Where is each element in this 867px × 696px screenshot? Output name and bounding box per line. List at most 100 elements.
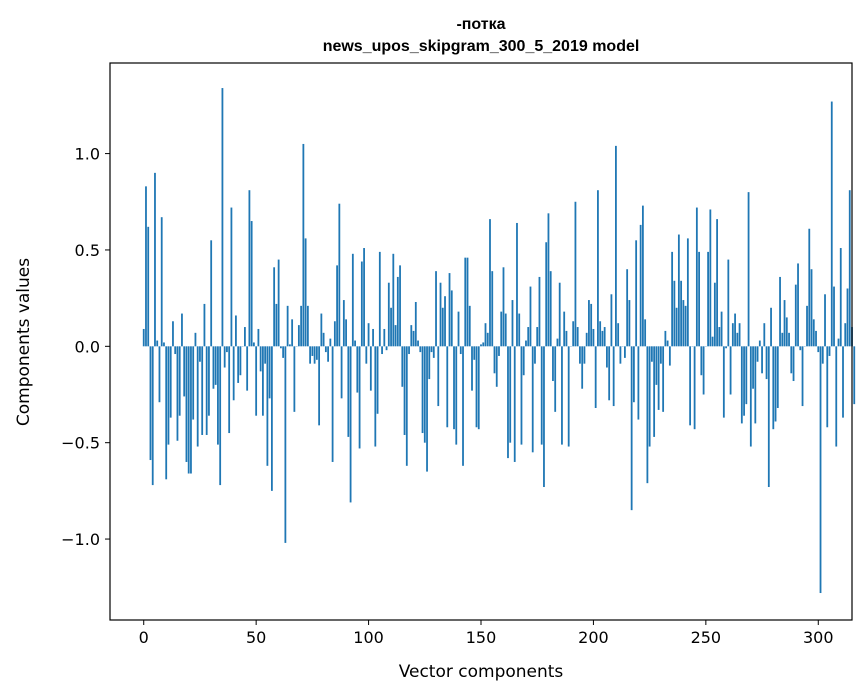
bar <box>763 323 766 347</box>
bar <box>372 328 374 347</box>
bar <box>527 327 530 347</box>
x-tick-label: 250 <box>691 628 722 647</box>
bar <box>493 346 496 374</box>
bar <box>675 307 678 347</box>
bar <box>790 346 793 374</box>
bar <box>156 340 159 347</box>
bar <box>293 346 296 412</box>
bar <box>151 346 154 486</box>
bar <box>558 282 561 347</box>
bar <box>599 321 602 347</box>
y-axis-label: Components values <box>14 258 34 426</box>
bar <box>199 346 201 362</box>
bar <box>338 203 341 347</box>
bar <box>601 330 604 347</box>
bar <box>394 325 397 347</box>
bar <box>502 267 505 347</box>
x-tick-label: 100 <box>353 628 384 647</box>
bar <box>453 346 455 430</box>
bar <box>306 305 309 347</box>
bar <box>738 323 741 347</box>
bar <box>657 346 660 410</box>
bar <box>329 338 332 347</box>
bar <box>761 346 763 374</box>
bar <box>462 346 464 466</box>
bar <box>378 251 381 347</box>
bar <box>154 172 156 347</box>
bar <box>783 300 786 347</box>
bar <box>810 269 813 347</box>
x-tick-label: 0 <box>139 628 149 647</box>
x-tick-label: 300 <box>803 628 834 647</box>
bar <box>253 342 255 347</box>
bar <box>421 346 424 434</box>
bar <box>666 340 669 347</box>
bar <box>426 346 428 472</box>
bar <box>543 346 545 488</box>
bar <box>716 219 718 347</box>
bar <box>432 346 435 358</box>
bar <box>758 340 761 347</box>
bar <box>511 300 514 347</box>
bar <box>547 213 550 347</box>
bar <box>538 276 541 347</box>
bar <box>340 346 343 399</box>
bar <box>273 267 276 347</box>
bar <box>848 190 851 347</box>
bar <box>261 346 264 416</box>
bar <box>455 346 458 445</box>
bar <box>734 313 736 347</box>
bar <box>208 346 210 416</box>
bar <box>221 88 224 347</box>
bar <box>635 240 638 347</box>
bar <box>408 346 410 355</box>
bar <box>731 323 734 347</box>
bar <box>707 251 709 347</box>
bar <box>549 271 552 347</box>
bar <box>351 253 354 347</box>
bar <box>194 332 197 347</box>
bar <box>486 332 489 347</box>
bar <box>174 346 177 355</box>
bar <box>163 342 165 347</box>
bar <box>552 346 554 382</box>
bar <box>214 346 217 385</box>
bar <box>286 305 289 347</box>
bar <box>743 346 745 416</box>
bar <box>507 346 509 459</box>
bar <box>318 346 321 426</box>
bar <box>504 313 507 347</box>
bar <box>520 346 523 445</box>
y-tick-label: 1.0 <box>75 145 100 164</box>
bar <box>799 346 802 351</box>
bar <box>653 346 656 437</box>
bars <box>142 88 856 594</box>
x-tick-label: 50 <box>246 628 266 647</box>
bar <box>650 346 653 362</box>
bar <box>581 346 584 389</box>
bar <box>630 346 633 511</box>
bar <box>828 346 831 356</box>
bar <box>590 303 593 347</box>
bar <box>167 346 170 445</box>
bar <box>576 327 579 347</box>
bar <box>396 276 399 347</box>
bar <box>482 342 485 347</box>
bar <box>774 346 777 422</box>
bar <box>374 346 377 447</box>
bar <box>423 346 426 443</box>
bar <box>439 282 442 347</box>
bar <box>158 346 161 403</box>
bar <box>826 346 829 428</box>
bar <box>624 346 626 358</box>
bar <box>320 313 323 347</box>
bar <box>686 238 689 347</box>
bar <box>839 248 842 347</box>
bar <box>367 323 370 347</box>
bar <box>785 317 788 347</box>
bar <box>257 328 260 347</box>
bar <box>770 307 772 347</box>
bar <box>363 248 365 347</box>
bar <box>498 346 500 356</box>
bar <box>219 346 222 486</box>
